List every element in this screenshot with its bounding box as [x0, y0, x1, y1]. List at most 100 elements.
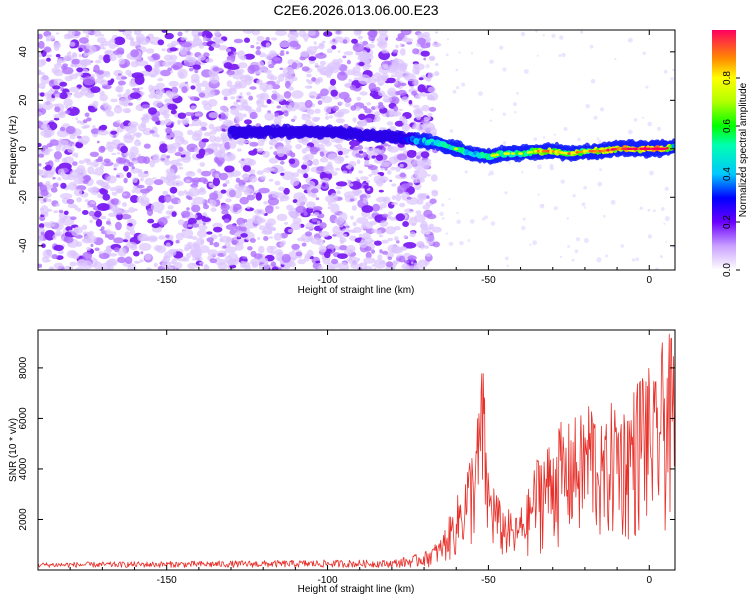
heatmap-cell: [82, 75, 96, 86]
heatmap-cell: [406, 265, 420, 270]
heatmap-cell: [157, 39, 165, 46]
heatmap-cell: [43, 46, 52, 53]
heatmap-cell: [242, 30, 254, 34]
heatmap-cell: [289, 40, 299, 48]
heatmap-cell: [281, 171, 295, 181]
heatmap-cell: [159, 105, 170, 116]
heatmap-cell: [57, 250, 64, 255]
heatmap-cell: [351, 205, 357, 211]
heatmap-cell: [191, 223, 200, 228]
heatmap-cell: [350, 263, 361, 269]
heatmap-cell: [316, 220, 321, 225]
heatmap-cell: [339, 245, 348, 251]
heatmap-cell: [114, 185, 124, 192]
heatmap-cell: [113, 49, 125, 56]
heatmap-cell: [63, 265, 74, 270]
heatmap-cell: [60, 193, 73, 200]
heatmap-cell: [647, 234, 653, 239]
heatmap-cell: [331, 258, 339, 265]
heatmap-cell: [281, 253, 291, 263]
heatmap-cell: [394, 71, 404, 79]
heatmap-cell: [399, 43, 403, 47]
heatmap-cell: [230, 54, 236, 59]
heatmap-cell: [414, 213, 426, 223]
heatmap-cell: [72, 161, 78, 166]
heatmap-cell: [577, 137, 581, 142]
heatmap-cell: [422, 122, 435, 132]
heatmap-cell: [256, 79, 263, 85]
heatmap-cell: [490, 221, 496, 226]
heatmap-cell: [161, 48, 166, 52]
heatmap-cell: [194, 69, 199, 74]
heatmap-cell: [263, 261, 269, 266]
heatmap-cell: [87, 105, 93, 110]
heatmap-cell: [399, 202, 406, 208]
heatmap-cell: [191, 262, 196, 266]
colorbar-tick-label: 0.2: [722, 215, 733, 229]
heatmap-cell: [647, 121, 652, 127]
heatmap-cell: [243, 264, 251, 270]
heatmap-cell: [153, 64, 161, 69]
heatmap-cell: [343, 51, 354, 56]
heatmap-cell: [380, 167, 384, 171]
heatmap-cell: [439, 211, 444, 217]
heatmap-cell: [426, 252, 432, 257]
heatmap-cell: [278, 186, 285, 191]
heatmap-cell: [60, 182, 67, 189]
heatmap-cell: [153, 179, 164, 186]
heatmap-cell: [69, 41, 76, 47]
heatmap-cell: [140, 177, 144, 182]
heatmap-cell: [207, 249, 219, 257]
heatmap-cell: [283, 187, 290, 195]
heatmap-cell: [421, 104, 430, 112]
heatmap-cell: [432, 192, 436, 195]
heatmap-cell: [342, 39, 348, 44]
heatmap-cell: [417, 259, 428, 269]
heatmap-cell: [411, 261, 414, 265]
heatmap-cell: [267, 197, 279, 206]
heatmap-cell: [112, 134, 117, 138]
heatmap-cell: [514, 111, 517, 114]
heatmap-cell: [165, 127, 172, 134]
signal-core: [398, 135, 404, 142]
heatmap-cell: [235, 140, 243, 144]
heatmap-cell: [567, 245, 570, 248]
heatmap-cell: [364, 159, 370, 165]
heatmap-cell: [145, 48, 155, 54]
heatmap-cell: [58, 139, 69, 146]
heatmap-cell: [239, 99, 248, 105]
heatmap-cell: [318, 43, 325, 50]
heatmap-cell: [283, 221, 289, 225]
heatmap-cell: [384, 166, 388, 171]
heatmap-cell: [381, 239, 389, 244]
heatmap-cell: [355, 177, 359, 180]
heatmap-cell: [357, 190, 362, 193]
heatmap-cell: [399, 172, 407, 178]
heatmap-cell: [321, 96, 333, 104]
heatmap-cell: [290, 214, 298, 220]
heatmap-cell: [163, 54, 173, 62]
heatmap-cell: [261, 229, 268, 235]
heatmap-cell: [126, 241, 137, 249]
heatmap-cell: [236, 148, 242, 152]
heatmap-cell: [373, 111, 381, 116]
heatmap-cell: [98, 252, 110, 260]
heatmap-cell: [358, 118, 368, 127]
heatmap-cell: [188, 187, 200, 197]
heatmap-cell: [106, 218, 111, 222]
heatmap-cell: [136, 195, 144, 204]
heatmap-cell: [97, 180, 103, 186]
heatmap-cell: [315, 197, 320, 201]
heatmap-cell: [270, 250, 276, 255]
heatmap-cell: [593, 115, 598, 120]
heatmap-cell: [117, 247, 127, 257]
heatmap-cell: [189, 96, 199, 101]
heatmap-cell: [169, 130, 184, 139]
heatmap-cell: [206, 237, 214, 243]
signal-peak: [624, 147, 628, 151]
heatmap-cell: [150, 73, 156, 78]
heatmap-cell: [388, 66, 400, 74]
heatmap-cell: [422, 204, 431, 210]
heatmap-cell: [491, 108, 494, 111]
heatmap-cell: [415, 155, 421, 160]
